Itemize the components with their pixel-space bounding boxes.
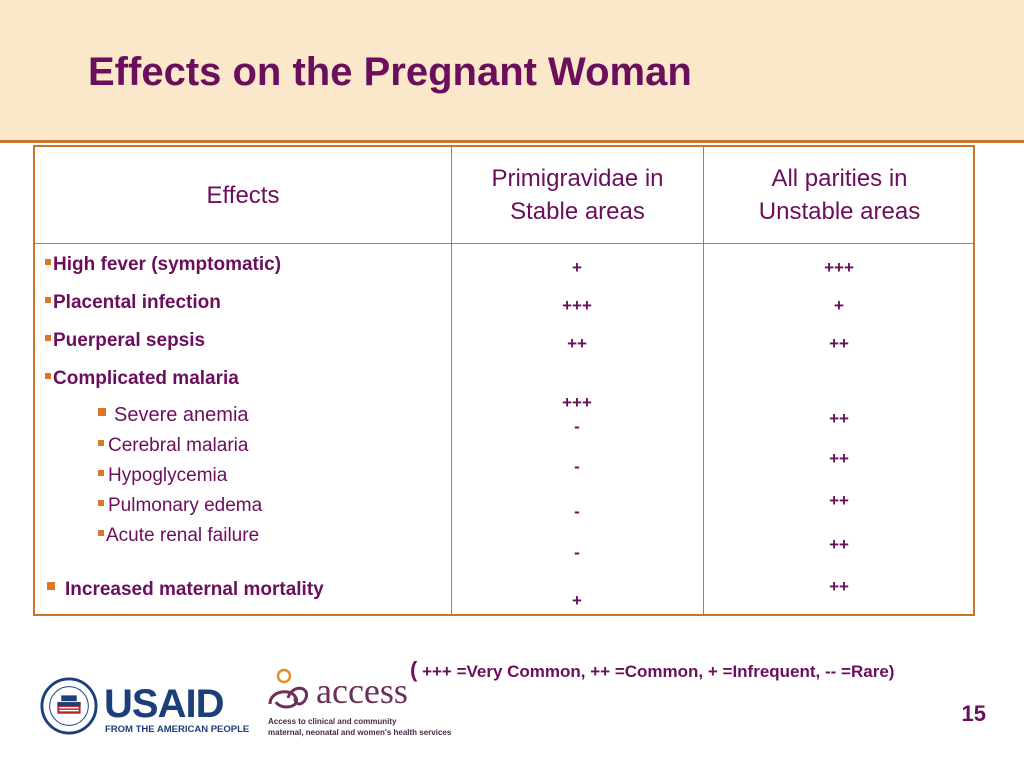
effect-high-fever: High fever (symptomatic)	[45, 254, 281, 276]
effect-puerperal-sepsis: Puerperal sepsis	[45, 330, 205, 352]
unstable-value: ++	[829, 409, 849, 428]
page-number: 15	[961, 701, 986, 726]
effect-placental-infection: Placental infection	[45, 292, 221, 314]
square-bullet-icon	[98, 469, 104, 476]
unstable-value: +++	[824, 258, 854, 277]
stable-value: +++	[562, 393, 592, 412]
header-unstable-line2: Unstable areas	[758, 198, 921, 225]
effect-maternal-mortality: Increased maternal mortality	[47, 579, 324, 601]
header-stable-line2: Stable areas	[510, 198, 645, 225]
header-unstable-areas: All parities in Unstable areas	[704, 147, 975, 243]
square-bullet-icon	[98, 529, 104, 536]
effect-severe-anemia: Severe anemia	[98, 404, 249, 427]
stable-value: +++	[562, 296, 592, 315]
access-logo-wordmark: access	[316, 671, 408, 711]
header-effects-label: Effects	[206, 181, 280, 209]
header-stable-line1: Primigravidae in	[491, 165, 664, 192]
effect-label: Severe anemia	[114, 404, 249, 426]
header-unstable-line1: All parities in	[771, 165, 908, 192]
square-bullet-icon	[45, 296, 51, 303]
effect-label: Complicated malaria	[53, 368, 239, 389]
usaid-tagline: FROM THE AMERICAN PEOPLE	[105, 724, 250, 735]
square-bullet-icon	[45, 372, 51, 379]
stable-value: -	[574, 457, 580, 476]
column-divider	[703, 147, 704, 614]
access-tagline-line2: maternal, neonatal and women's health se…	[268, 728, 452, 737]
effect-label: Cerebral malaria	[108, 435, 249, 456]
unstable-value: ++	[829, 491, 849, 510]
effects-table: Effects Primigravidae in Stable areas Al…	[33, 145, 975, 616]
column-divider	[451, 147, 452, 614]
usaid-logo: USAID	[104, 682, 224, 726]
effect-label: Pulmonary edema	[108, 495, 263, 516]
access-tagline: Access to clinical and community materna…	[268, 716, 451, 738]
effect-complicated-malaria: Complicated malaria	[45, 368, 239, 390]
unstable-value: ++	[829, 577, 849, 596]
square-bullet-icon	[45, 334, 51, 341]
stable-value: +	[572, 591, 582, 610]
stable-value: -	[574, 502, 580, 521]
header-stable-areas-label: Primigravidae in Stable areas	[491, 162, 663, 228]
unstable-value: ++	[829, 334, 849, 353]
square-bullet-icon	[98, 499, 104, 506]
effect-acute-renal-failure: Acute renal failure	[98, 525, 259, 547]
effect-label: Puerperal sepsis	[53, 330, 206, 351]
stable-value: -	[574, 543, 580, 562]
square-bullet-icon	[47, 581, 55, 590]
stable-value: -	[574, 417, 580, 436]
title-band	[0, 0, 1024, 143]
usaid-seal-icon	[40, 677, 98, 735]
effect-label: Increased maternal mortality	[65, 579, 324, 600]
effect-label: High fever (symptomatic)	[53, 254, 282, 275]
effect-hypoglycemia: Hypoglycemia	[98, 465, 227, 487]
square-bullet-icon	[98, 407, 106, 416]
square-bullet-icon	[45, 258, 51, 265]
unstable-value: ++	[829, 449, 849, 468]
slide-title: Effects on the Pregnant Woman	[88, 50, 692, 94]
effect-label: Placental infection	[53, 292, 221, 313]
stable-value: ++	[567, 334, 587, 353]
effect-pulmonary-edema: Pulmonary edema	[98, 495, 262, 517]
header-effects: Effects	[35, 147, 451, 243]
unstable-value: +	[834, 296, 844, 315]
legend-text: +++ =Very Common, ++ =Common, + =Infrequ…	[422, 662, 895, 681]
access-tagline-line1: Access to clinical and community	[268, 717, 397, 726]
stable-value: +	[572, 258, 582, 277]
legend: ( +++ =Very Common, ++ =Common, + =Infre…	[410, 657, 894, 683]
header-unstable-areas-label: All parities in Unstable areas	[759, 162, 920, 228]
effect-label: Hypoglycemia	[108, 465, 228, 486]
square-bullet-icon	[98, 439, 104, 446]
legend-open-paren: (	[410, 657, 418, 682]
effect-label: Acute renal failure	[106, 525, 260, 546]
access-logo-icon	[268, 668, 309, 709]
header-divider	[35, 243, 973, 244]
effect-cerebral-malaria: Cerebral malaria	[98, 435, 248, 457]
header-stable-areas: Primigravidae in Stable areas	[452, 147, 703, 243]
unstable-value: ++	[829, 535, 849, 554]
